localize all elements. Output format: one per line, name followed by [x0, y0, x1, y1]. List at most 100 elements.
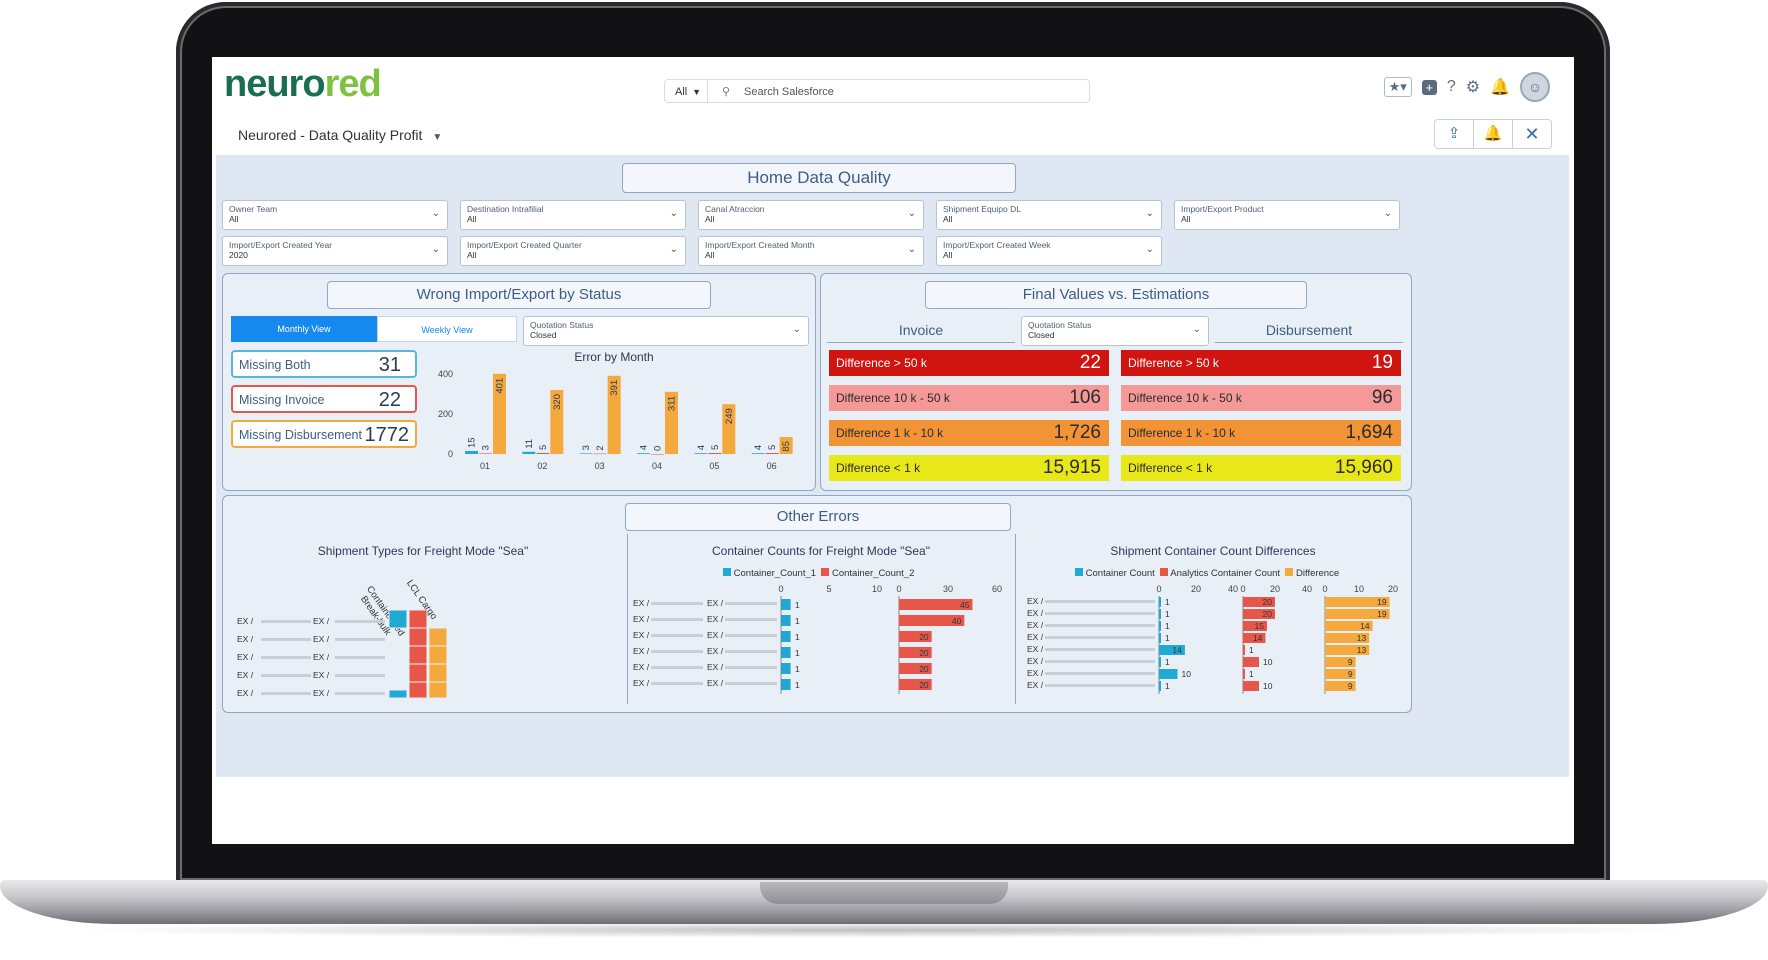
quotation-status-filter[interactable]: Quotation Status Closed ⌄	[523, 316, 809, 346]
toggle-monthly-view[interactable]: Monthly View	[231, 316, 377, 342]
share-icon[interactable]: ⇪	[1435, 120, 1474, 148]
kpi-missing-invoice[interactable]: Missing Invoice 22	[231, 385, 417, 413]
bar[interactable]	[1243, 681, 1259, 691]
bar[interactable]	[1243, 645, 1245, 655]
bell-icon[interactable]: 🔔	[1490, 79, 1510, 96]
bar[interactable]	[899, 615, 965, 626]
bar[interactable]	[1325, 621, 1373, 631]
bar[interactable]	[1325, 633, 1370, 643]
filter-shipment-equipo[interactable]: Shipment Equipo DL All ⌄	[936, 200, 1162, 230]
bar[interactable]	[722, 404, 736, 454]
heatmap-cell[interactable]	[428, 627, 448, 647]
filter-created-week[interactable]: Import/Export Created Week All ⌄	[936, 236, 1162, 266]
bar[interactable]	[899, 679, 932, 690]
difference-row-invoice[interactable]: Difference < 1 k 15,915	[829, 455, 1109, 481]
toggle-weekly-view[interactable]: Weekly View	[377, 316, 517, 342]
heatmap-cell[interactable]	[408, 610, 428, 629]
heatmap-cell[interactable]	[428, 645, 448, 665]
difference-row-disbursement[interactable]: Difference < 1 k 15,960	[1121, 455, 1401, 481]
bar[interactable]	[1243, 669, 1245, 679]
bar[interactable]	[651, 454, 664, 455]
heatmap-cell[interactable]	[428, 681, 448, 699]
bar[interactable]	[1159, 621, 1161, 631]
bar[interactable]	[1325, 609, 1390, 619]
bar[interactable]	[465, 451, 478, 454]
bar[interactable]	[899, 631, 932, 642]
bar[interactable]	[781, 663, 791, 674]
bar[interactable]	[781, 599, 791, 610]
search-scope-select[interactable]: All ▼	[664, 79, 708, 103]
favorites-icon[interactable]: ★▾	[1383, 77, 1412, 97]
bar[interactable]	[479, 453, 492, 454]
bar[interactable]	[1159, 657, 1161, 667]
heatmap-cell[interactable]	[408, 627, 428, 647]
container-counts-chart[interactable]: 0 5 10 0 30 60 EX / EX / 1 45 EX / EX / 1 40 EX / EX / 1…	[631, 584, 1011, 706]
filter-canal-atraccion[interactable]: Canal Atraccion All ⌄	[698, 200, 924, 230]
bar[interactable]	[1243, 597, 1275, 607]
bar[interactable]	[765, 453, 779, 454]
quotation-status-filter-final[interactable]: Quotation Status Closed ⌄	[1021, 316, 1209, 346]
filter-created-month[interactable]: Import/Export Created Month All ⌄	[698, 236, 924, 266]
bar[interactable]	[781, 647, 791, 658]
kpi-missing-disbursement[interactable]: Missing Disbursement 1772	[231, 420, 417, 448]
bar[interactable]	[607, 375, 621, 454]
bar[interactable]	[1159, 609, 1161, 619]
difference-row-disbursement[interactable]: Difference 1 k - 10 k 1,694	[1121, 420, 1401, 446]
help-icon[interactable]: ?	[1446, 78, 1456, 95]
bar[interactable]	[779, 437, 793, 454]
heatmap-cell[interactable]	[428, 663, 448, 683]
bar[interactable]	[1325, 645, 1370, 655]
avatar[interactable]: ☺	[1520, 72, 1550, 102]
bar[interactable]	[781, 631, 791, 642]
heatmap-cell[interactable]	[408, 663, 428, 683]
subscribe-icon[interactable]: 🔔	[1474, 120, 1513, 148]
bar[interactable]	[1159, 597, 1161, 607]
logo[interactable]: neurored	[224, 63, 382, 105]
kpi-missing-both[interactable]: Missing Both 31	[231, 350, 417, 378]
bar[interactable]	[1243, 657, 1259, 667]
difference-row-disbursement[interactable]: Difference 10 k - 50 k 96	[1121, 385, 1401, 411]
bar[interactable]	[781, 679, 791, 690]
shipment-types-heatmap[interactable]: EX / EX / EX / EX / EX / EX / EX / EX / EX / EX /	[233, 610, 473, 700]
gear-icon[interactable]: ⚙	[1465, 79, 1481, 96]
bar[interactable]	[550, 390, 564, 454]
bar[interactable]	[1243, 609, 1275, 619]
bar[interactable]	[1325, 597, 1390, 607]
difference-row-invoice[interactable]: Difference > 50 k 22	[829, 350, 1109, 376]
bar[interactable]	[1243, 633, 1266, 643]
dashboard-picker[interactable]: Neurored - Data Quality Profit ▼	[238, 127, 443, 143]
bar[interactable]	[781, 615, 791, 626]
bar[interactable]	[694, 453, 708, 454]
bar[interactable]	[536, 453, 550, 454]
bar[interactable]	[1159, 669, 1178, 679]
bar[interactable]	[579, 453, 593, 454]
bar[interactable]	[1159, 681, 1161, 691]
filter-created-quarter[interactable]: Import/Export Created Quarter All ⌄	[460, 236, 686, 266]
bar[interactable]	[665, 391, 678, 454]
difference-row-invoice[interactable]: Difference 10 k - 50 k 106	[829, 385, 1109, 411]
bar[interactable]	[1159, 633, 1161, 643]
heatmap-cell[interactable]	[408, 645, 428, 665]
bar[interactable]	[1325, 669, 1356, 679]
heatmap-cell[interactable]	[408, 681, 428, 699]
bar[interactable]	[899, 663, 932, 674]
bar[interactable]	[708, 453, 722, 454]
bar[interactable]	[899, 647, 932, 658]
bar[interactable]	[1243, 621, 1267, 631]
difference-row-disbursement[interactable]: Difference > 50 k 19	[1121, 350, 1401, 376]
search-input[interactable]: ⚲ Search Salesforce	[708, 79, 1090, 103]
filter-import-export-product[interactable]: Import/Export Product All ⌄	[1174, 200, 1400, 230]
bar[interactable]	[1325, 657, 1356, 667]
heatmap-cell[interactable]	[388, 610, 408, 629]
filter-owner-team[interactable]: Owner Team All ⌄	[222, 200, 448, 230]
bar[interactable]	[899, 599, 973, 610]
close-icon[interactable]: ✕	[1524, 124, 1540, 144]
filter-created-year[interactable]: Import/Export Created Year 2020 ⌄	[222, 236, 448, 266]
bar[interactable]	[593, 453, 607, 455]
difference-row-invoice[interactable]: Difference 1 k - 10 k 1,726	[829, 420, 1109, 446]
global-actions-icon[interactable]: +	[1421, 79, 1437, 95]
bar[interactable]	[637, 453, 650, 454]
bar[interactable]	[1325, 681, 1356, 691]
